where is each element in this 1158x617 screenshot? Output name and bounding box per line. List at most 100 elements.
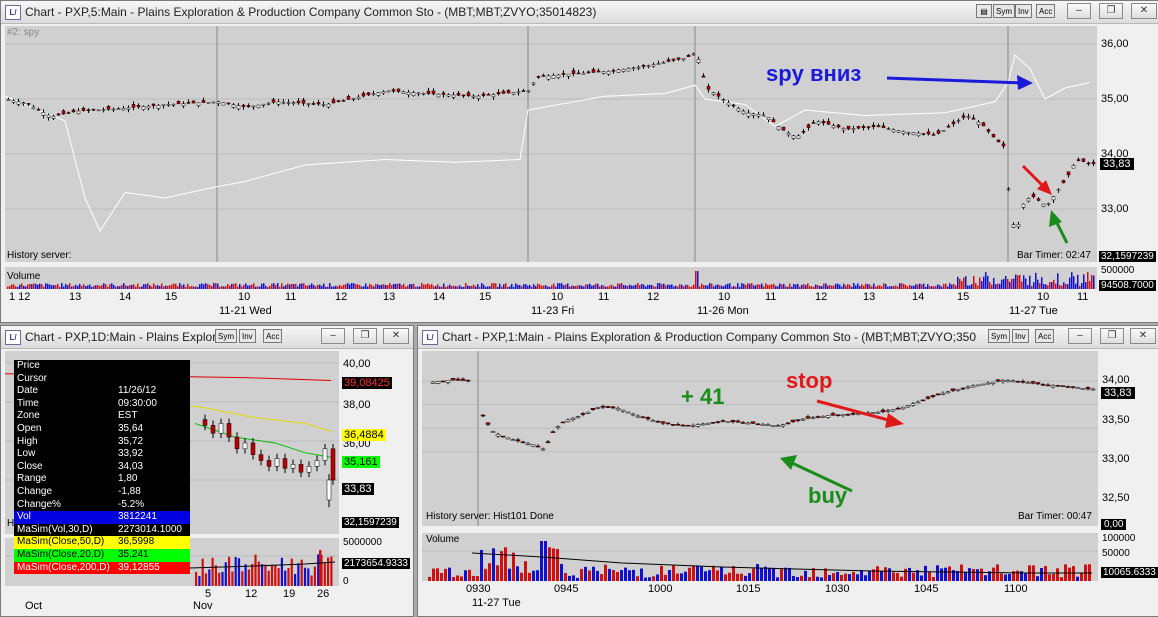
volume-bar <box>425 284 427 289</box>
top-window-titlebar[interactable]: L/ Chart - PXP,5:Main - Plains Explorati… <box>1 1 1158 24</box>
volume-bar <box>915 284 917 289</box>
acc-button[interactable]: Acc <box>1036 4 1056 18</box>
volume-bar <box>889 286 891 289</box>
restore-button[interactable]: ❐ <box>1100 328 1124 344</box>
price-candle <box>641 65 646 67</box>
minute-candle <box>830 413 836 416</box>
volume-bar <box>1035 272 1037 289</box>
volume-bar <box>719 285 721 289</box>
minute-time-tick: 1045 <box>914 583 939 595</box>
daily-volume-tick: 5000000 <box>343 537 382 548</box>
volume-bar <box>285 284 287 289</box>
minimize-button[interactable]: – <box>1068 328 1092 344</box>
volume-bar <box>989 282 991 289</box>
price-candle <box>211 101 216 104</box>
volume-bar <box>181 285 183 289</box>
minimize-button[interactable]: – <box>321 328 345 344</box>
minimize-button[interactable]: – <box>1067 3 1091 19</box>
price-candle <box>876 125 881 128</box>
close-button[interactable]: ✕ <box>1130 328 1156 344</box>
volume-bar <box>301 283 303 289</box>
volume-bar <box>51 285 53 289</box>
minute-volume-svg <box>422 541 1098 581</box>
volume-bar <box>801 284 803 289</box>
price-candle <box>1036 198 1041 201</box>
inv-button[interactable]: Inv <box>239 329 256 343</box>
volume-bar <box>623 285 625 289</box>
minute-volume-bar <box>744 575 747 581</box>
minute-volume-bar <box>636 576 639 581</box>
volume-bar <box>537 283 539 289</box>
price-candle <box>326 103 331 108</box>
data-window-value: 33,92 <box>118 448 144 460</box>
volume-bar <box>1011 279 1013 289</box>
restore-button[interactable]: ❐ <box>353 328 377 344</box>
minute-candle <box>620 409 626 412</box>
volume-bar <box>609 285 611 289</box>
volume-bar <box>855 285 857 289</box>
top-price-plot[interactable] <box>5 26 1097 262</box>
minute-price-plot[interactable] <box>422 351 1098 526</box>
data-window-panel[interactable]: Price Cursor Date 11/26/12 Time 09:30:00 Zone E… <box>14 360 190 575</box>
sym-button[interactable]: Sym <box>215 329 237 343</box>
minute-volume-bar <box>552 548 555 581</box>
minute-window-titlebar[interactable]: L/ Chart - PXP,1:Main - Plains Explorati… <box>418 326 1158 349</box>
minute-volume-bar <box>500 551 503 581</box>
time-axis-date: 11-21 Wed <box>219 305 272 317</box>
volume-bar <box>729 283 731 289</box>
price-candle <box>941 130 946 132</box>
minute-candle <box>640 416 646 419</box>
sym-button[interactable]: Sym <box>988 329 1010 343</box>
volume-bar <box>169 285 171 289</box>
daily-price-tick: 40,00 <box>343 358 371 370</box>
inv-button[interactable]: Inv <box>1012 329 1029 343</box>
volume-bar <box>85 286 87 289</box>
restore-button[interactable]: ❐ <box>1099 3 1123 19</box>
price-candle <box>456 93 461 96</box>
volume-bar <box>979 277 981 289</box>
volume-bar <box>413 283 415 289</box>
minute-candle <box>560 421 566 424</box>
link-icon[interactable]: ▤ <box>976 4 992 18</box>
volume-bar <box>391 285 393 289</box>
top-price-tick: 33,00 <box>1101 203 1129 215</box>
price-candle <box>81 107 86 111</box>
top-window-title: Chart - PXP,5:Main - Plains Exploration … <box>25 5 597 19</box>
volume-bar <box>963 277 965 289</box>
volume-bar <box>817 285 819 289</box>
minute-candle <box>985 382 991 385</box>
volume-bar <box>165 285 167 289</box>
volume-bar <box>367 286 369 289</box>
volume-bar <box>867 284 869 289</box>
minute-candle <box>540 448 546 451</box>
inv-button[interactable]: Inv <box>1015 4 1032 18</box>
volume-bar <box>1055 283 1057 289</box>
price-candle <box>601 71 606 74</box>
volume-bar <box>101 285 103 289</box>
acc-button[interactable]: Acc <box>263 329 283 343</box>
volume-bar <box>427 283 429 289</box>
volume-bar <box>383 284 385 289</box>
close-button[interactable]: ✕ <box>383 328 409 344</box>
minute-candle <box>450 378 456 381</box>
price-candle <box>1011 224 1016 228</box>
daily-volume-bar <box>254 554 257 586</box>
price-candle <box>771 119 776 123</box>
time-axis-tick: 14 <box>433 291 446 303</box>
minute-candle <box>780 424 786 427</box>
volume-bar <box>87 285 89 289</box>
daily-volume-bar <box>221 571 224 586</box>
minute-volume-bar <box>900 576 903 581</box>
daily-window-titlebar[interactable]: L/ Chart - PXP,1D:Main - Plains Explorat… <box>1 326 413 349</box>
close-button[interactable]: ✕ <box>1131 3 1157 19</box>
price-candle <box>531 82 536 85</box>
volume-bar <box>457 286 459 289</box>
volume-bar <box>919 283 921 289</box>
minute-volume-bar <box>472 575 475 581</box>
volume-bar <box>321 285 323 289</box>
minute-candle <box>710 421 716 424</box>
acc-button[interactable]: Acc <box>1035 329 1055 343</box>
sym-button[interactable]: Sym <box>993 4 1015 18</box>
minute-candle <box>770 425 776 427</box>
minute-candle <box>785 422 791 425</box>
